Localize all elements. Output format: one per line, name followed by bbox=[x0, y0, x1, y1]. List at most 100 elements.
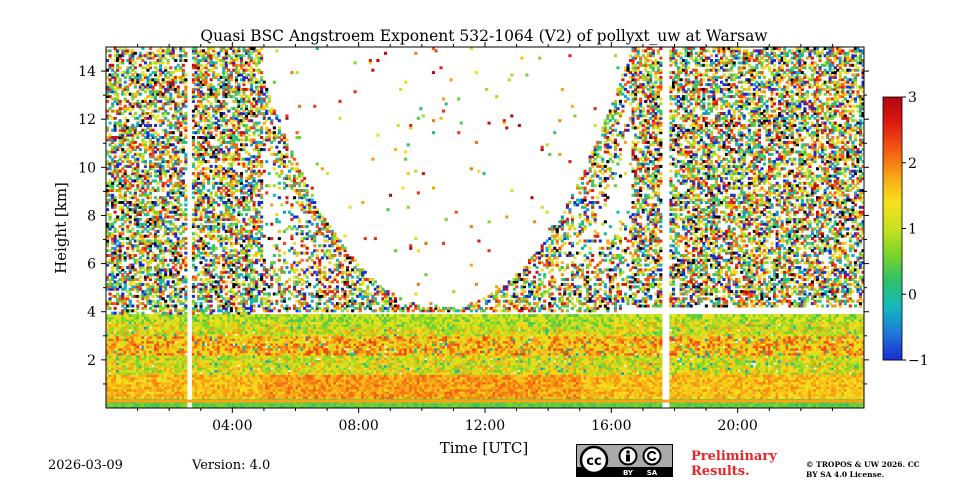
heatmap-cell bbox=[179, 112, 183, 115]
heatmap-cell bbox=[164, 174, 168, 178]
heatmap-cell bbox=[138, 51, 142, 55]
heatmap-cell bbox=[181, 184, 185, 188]
heatmap-cell bbox=[113, 256, 117, 260]
heatmap-cell bbox=[204, 116, 208, 120]
heatmap-cell bbox=[169, 275, 173, 279]
heatmap-cell bbox=[209, 350, 213, 354]
heatmap-cell bbox=[128, 222, 132, 226]
heatmap-cell bbox=[164, 391, 168, 395]
heatmap-cell bbox=[126, 405, 130, 408]
heatmap-cell bbox=[166, 371, 170, 375]
heatmap-cell bbox=[156, 54, 160, 58]
heatmap-cell bbox=[179, 314, 183, 318]
heatmap-cell bbox=[174, 47, 178, 50]
heatmap-cell bbox=[151, 225, 155, 229]
heatmap-cell bbox=[169, 381, 173, 385]
heatmap-cell bbox=[123, 326, 127, 330]
heatmap-cell bbox=[176, 278, 180, 281]
heatmap-cell bbox=[106, 338, 110, 342]
heatmap-cell bbox=[111, 331, 115, 334]
heatmap-cell bbox=[151, 340, 155, 344]
heatmap-cell bbox=[154, 254, 158, 257]
heatmap-cell bbox=[159, 196, 163, 200]
heatmap-cell bbox=[126, 107, 130, 111]
heatmap-cell bbox=[146, 229, 150, 233]
heatmap-cell bbox=[179, 335, 183, 339]
heatmap-cell bbox=[151, 239, 155, 243]
heatmap-cell bbox=[116, 396, 120, 399]
heatmap-cell bbox=[159, 338, 163, 342]
heatmap-cell bbox=[166, 160, 170, 164]
heatmap-cell bbox=[159, 355, 163, 359]
heatmap-cell bbox=[184, 343, 188, 346]
heatmap-cell bbox=[191, 66, 195, 70]
heatmap-cell bbox=[166, 90, 170, 94]
heatmap-cell bbox=[209, 261, 213, 265]
heatmap-cell bbox=[113, 388, 117, 392]
heatmap-cell bbox=[176, 63, 180, 67]
heatmap-cell bbox=[204, 306, 208, 310]
heatmap-cell bbox=[116, 172, 120, 176]
heatmap-cell bbox=[194, 403, 198, 407]
heatmap-cell bbox=[121, 131, 125, 135]
heatmap-cell bbox=[149, 292, 153, 296]
heatmap-cell bbox=[164, 145, 168, 149]
heatmap-cell bbox=[121, 205, 125, 209]
heatmap-cell bbox=[128, 280, 132, 284]
heatmap-cell bbox=[136, 80, 140, 84]
heatmap-cell bbox=[116, 54, 120, 58]
heatmap-cell bbox=[176, 85, 180, 89]
heatmap-cell bbox=[118, 405, 122, 408]
heatmap-cell bbox=[169, 374, 173, 378]
heatmap-cell bbox=[164, 357, 168, 361]
heatmap-cell bbox=[141, 225, 145, 229]
heatmap-cell bbox=[204, 193, 208, 197]
heatmap-cell bbox=[191, 90, 195, 94]
heatmap-cell bbox=[143, 241, 147, 245]
heatmap-cell bbox=[118, 316, 122, 320]
heatmap-cell bbox=[161, 169, 165, 173]
heatmap-cell bbox=[174, 104, 178, 108]
heatmap-cell bbox=[181, 280, 185, 284]
heatmap-cell bbox=[126, 369, 130, 373]
heatmap-cell bbox=[113, 287, 117, 291]
heatmap-cell bbox=[184, 294, 188, 298]
heatmap-cell bbox=[156, 331, 160, 334]
heatmap-cell bbox=[179, 181, 183, 185]
heatmap-cell bbox=[128, 388, 132, 392]
heatmap-cell bbox=[116, 201, 120, 204]
heatmap-cell bbox=[116, 244, 120, 248]
heatmap-cell bbox=[126, 347, 130, 351]
heatmap-cell bbox=[128, 131, 132, 135]
heatmap-cell bbox=[164, 56, 168, 60]
heatmap-cell bbox=[194, 174, 198, 178]
heatmap-cell bbox=[202, 335, 206, 339]
heatmap-cell bbox=[161, 102, 165, 106]
heatmap-cell bbox=[121, 355, 125, 359]
heatmap-cell bbox=[136, 396, 140, 399]
heatmap-cell bbox=[166, 369, 170, 373]
heatmap-cell bbox=[113, 75, 117, 79]
heatmap-cell bbox=[136, 391, 140, 395]
heatmap-cell bbox=[161, 347, 165, 351]
heatmap-cell bbox=[164, 246, 168, 250]
heatmap-cell bbox=[171, 136, 175, 139]
heatmap-cell bbox=[126, 376, 130, 380]
heatmap-cell bbox=[197, 273, 201, 277]
heatmap-cell bbox=[149, 164, 153, 168]
heatmap-cell bbox=[133, 396, 137, 399]
heatmap-cell bbox=[176, 287, 180, 291]
heatmap-cell bbox=[181, 75, 185, 79]
heatmap-cell bbox=[149, 393, 153, 397]
heatmap-cell bbox=[126, 66, 130, 70]
heatmap-cell bbox=[149, 51, 153, 55]
heatmap-cell bbox=[197, 323, 201, 327]
heatmap-cell bbox=[161, 136, 165, 139]
heatmap-cell bbox=[164, 379, 168, 383]
heatmap-cell bbox=[199, 328, 203, 332]
heatmap-cell bbox=[126, 179, 130, 183]
heatmap-cell bbox=[169, 273, 173, 277]
heatmap-cell bbox=[164, 239, 168, 243]
heatmap-cell bbox=[128, 405, 132, 408]
heatmap-cell bbox=[174, 114, 178, 118]
